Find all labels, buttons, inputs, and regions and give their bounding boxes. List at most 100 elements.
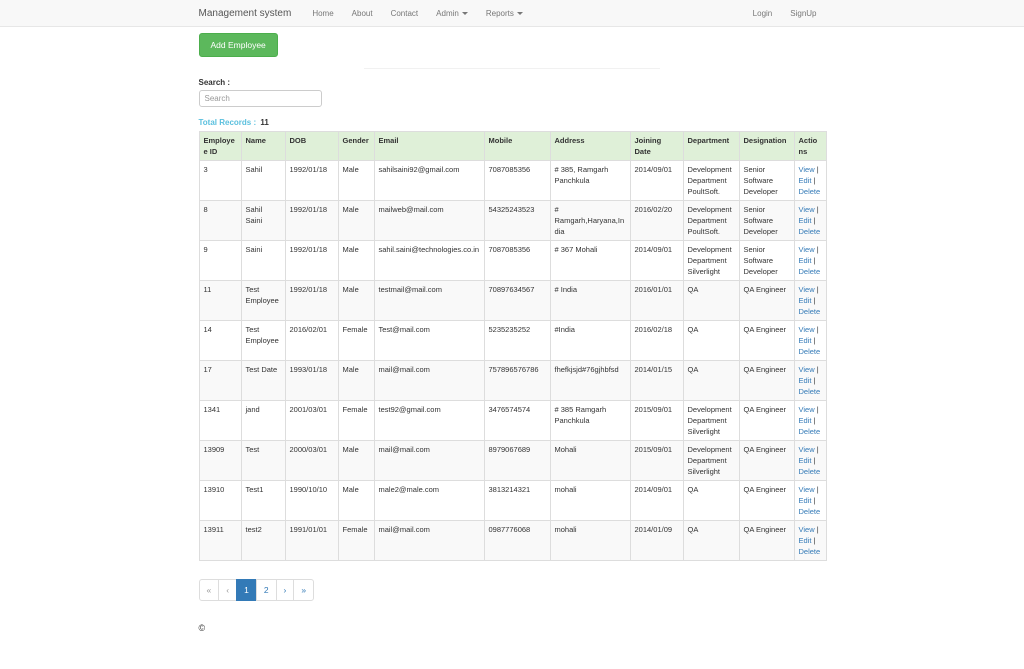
page-1[interactable]: 1 [236,579,257,601]
table-row: 3 Sahil 1992/01/18 Male sahilsaini92@gma… [198,160,827,201]
delete-link[interactable]: Delete [798,347,821,356]
cell-department: QA [682,520,740,561]
column-header: Actions [793,131,827,161]
nav-item-home[interactable]: Home [312,8,334,18]
cell-department: Development Department Silverlight [682,440,740,481]
view-link[interactable]: View [798,525,815,534]
edit-link[interactable]: Edit [798,176,812,185]
cell-employee-id: 13911 [198,520,242,561]
edit-link[interactable]: Edit [798,336,812,345]
cell-joining-date: 2016/02/18 [629,320,684,361]
edit-link[interactable]: Edit [798,216,812,225]
employee-table: Employee ID Name DOB Gender Email Mobile Addre… [198,131,827,561]
view-link[interactable]: View [798,365,815,374]
edit-link[interactable]: Edit [798,496,812,505]
nav-item-reports[interactable]: Reports [477,2,532,25]
edit-link[interactable]: Edit [798,296,812,305]
page-next[interactable]: › [275,579,295,601]
delete-link[interactable]: Delete [798,227,821,236]
cell-mobile: 7087085356 [483,160,551,201]
cell-department: Development Department Silverlight [682,240,740,281]
cell-joining-date: 2015/09/01 [629,400,684,441]
cell-name: Sahil [240,160,286,201]
action-separator: | [814,205,819,214]
nav-item-contact[interactable]: Contact [390,8,419,18]
cell-mobile: 757896576786 [483,360,551,401]
view-link[interactable]: View [798,285,815,294]
column-header: Gender [337,131,375,161]
delete-link[interactable]: Delete [798,267,821,276]
table-row: 17 Test Date 1993/01/18 Male mail@mail.c… [198,360,827,401]
cell-mobile: 3813214321 [483,480,551,521]
cell-gender: Male [337,360,375,401]
cell-dob: 1992/01/18 [284,200,339,241]
cell-name: Test1 [240,480,286,521]
page-last[interactable]: » [293,579,315,601]
nav-item-login[interactable]: Login [752,8,773,18]
action-separator: | [811,336,816,345]
edit-link[interactable]: Edit [798,456,812,465]
delete-link[interactable]: Delete [798,467,821,476]
cell-name: Test Date [240,360,286,401]
cell-joining-date: 2016/02/20 [629,200,684,241]
view-link[interactable]: View [798,245,815,254]
cell-department: QA [682,280,740,321]
cell-name: Test Employee [240,320,286,361]
column-header: Employee ID [198,131,242,161]
cell-mobile: 70897634567 [483,280,551,321]
delete-link[interactable]: Delete [798,187,821,196]
view-link[interactable]: View [798,485,815,494]
cell-designation: Senior Software Developer [738,240,795,281]
nav-item-signup[interactable]: SignUp [790,8,817,18]
cell-gender: Female [337,320,375,361]
cell-email: sahilsaini92@gmail.com [373,160,485,201]
delete-link[interactable]: Delete [798,547,821,556]
edit-link[interactable]: Edit [798,416,812,425]
page-2[interactable]: 2 [255,579,277,601]
column-header: Name [240,131,286,161]
cell-actions: View | Edit | Delete [793,520,827,561]
search-input[interactable] [198,90,322,107]
edit-link[interactable]: Edit [798,376,812,385]
cell-joining-date: 2015/09/01 [629,440,684,481]
view-link[interactable]: View [798,445,815,454]
edit-link[interactable]: Edit [798,256,812,265]
cell-designation: QA Engineer [738,520,795,561]
cell-address: # India [549,280,631,321]
nav-item-admin[interactable]: Admin [427,2,477,25]
action-separator: | [811,176,816,185]
cell-address: #India [549,320,631,361]
cell-joining-date: 2014/09/01 [629,160,684,201]
action-separator: | [814,525,819,534]
cell-employee-id: 13910 [198,480,242,521]
view-link[interactable]: View [798,325,815,334]
delete-link[interactable]: Delete [798,507,821,516]
brand-link[interactable]: Management system [198,7,292,19]
view-link[interactable]: View [798,205,815,214]
cell-employee-id: 3 [198,160,242,201]
cell-name: jand [240,400,286,441]
cell-mobile: 8979067689 [483,440,551,481]
action-separator: | [811,296,816,305]
cell-email: test92@gmail.com [373,400,485,441]
delete-link[interactable]: Delete [798,387,821,396]
nav-item-about[interactable]: About [351,8,373,18]
edit-link[interactable]: Edit [798,536,812,545]
action-separator: | [814,325,819,334]
view-link[interactable]: View [798,165,815,174]
delete-link[interactable]: Delete [798,427,821,436]
cell-dob: 1992/01/18 [284,240,339,281]
view-link[interactable]: View [798,405,815,414]
delete-link[interactable]: Delete [798,307,821,316]
cell-employee-id: 14 [198,320,242,361]
table-row: 13909 Test 2000/03/01 Male mail@mail.com… [198,440,827,481]
page-prev: ‹ [218,579,238,601]
copyright: © [198,623,206,633]
cell-employee-id: 8 [198,200,242,241]
cell-dob: 1993/01/18 [284,360,339,401]
cell-address: Mohali [549,440,631,481]
action-separator: | [814,405,819,414]
column-header: Mobile [483,131,551,161]
column-header: Email [373,131,485,161]
add-employee-button[interactable]: Add Employee [198,33,278,57]
